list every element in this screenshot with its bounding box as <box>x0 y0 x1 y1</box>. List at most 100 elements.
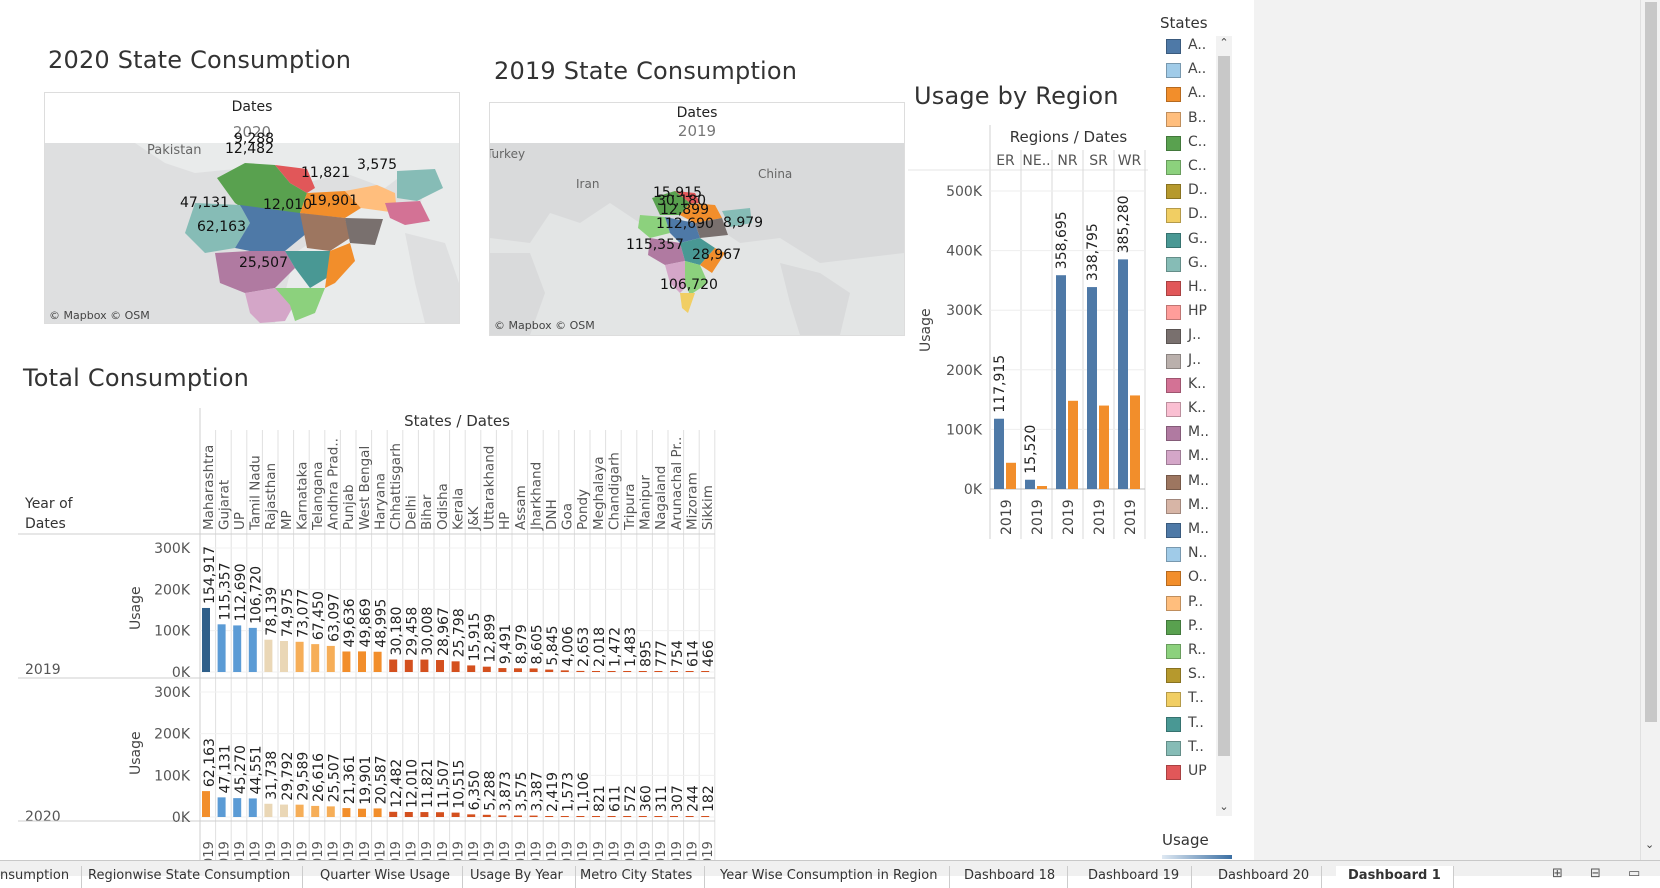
sheet-tab[interactable]: Dashboard 19 <box>1076 866 1193 888</box>
sheet-tab[interactable]: Regionwise State Consumption <box>76 866 304 888</box>
total-bar[interactable] <box>326 806 335 817</box>
total-bar[interactable] <box>623 816 632 817</box>
legend-item[interactable]: G.. <box>1166 230 1226 250</box>
legend-item[interactable]: J.. <box>1166 326 1226 346</box>
new-dashboard-icon[interactable]: ⊟ <box>1590 866 1601 881</box>
total-bar[interactable] <box>280 641 288 672</box>
region-bar[interactable] <box>994 418 1004 489</box>
total-bar[interactable] <box>404 659 413 672</box>
sheet-tab[interactable]: Dashboard 1 <box>1336 866 1454 888</box>
total-bar[interactable] <box>217 624 226 672</box>
total-bar[interactable] <box>467 665 476 672</box>
sheet-tab[interactable]: Usage By Year <box>458 866 576 888</box>
legend-item[interactable]: M.. <box>1166 447 1226 467</box>
sheet-tab[interactable]: Dashboard 20 <box>1206 866 1323 888</box>
legend-item[interactable]: C.. <box>1166 157 1226 177</box>
total-bar[interactable] <box>576 816 585 817</box>
total-bar[interactable] <box>202 791 210 817</box>
region-bar[interactable] <box>1056 275 1066 489</box>
total-bar[interactable] <box>358 651 366 672</box>
total-bar[interactable] <box>467 814 476 817</box>
region-chart[interactable]: ER NE.. NR SR WR 500K 400K 300K 200K 100K 0K 117,91… <box>908 125 1148 545</box>
sheet-tab[interactable]: Metro City States <box>568 866 706 888</box>
total-bar[interactable] <box>342 651 351 672</box>
total-bar[interactable] <box>248 627 257 672</box>
total-bar[interactable] <box>529 668 538 672</box>
legend-item[interactable]: O.. <box>1166 568 1226 588</box>
scroll-down-icon[interactable]: ⌄ <box>1219 800 1229 813</box>
total-bar[interactable] <box>202 607 210 672</box>
legend-item[interactable]: G.. <box>1166 254 1226 274</box>
legend-item[interactable]: UP <box>1166 762 1226 782</box>
legend-item[interactable]: H.. <box>1166 278 1226 298</box>
legend-item[interactable]: M.. <box>1166 520 1226 540</box>
total-bar[interactable] <box>529 815 538 817</box>
sheet-tab[interactable]: Quarter Wise Usage <box>308 866 463 888</box>
region-bar[interactable] <box>1037 486 1047 489</box>
total-bar[interactable] <box>280 804 288 817</box>
total-bar[interactable] <box>592 816 600 817</box>
legend-scrollbar[interactable]: ⌃ ⌄ <box>1216 36 1232 816</box>
total-bar[interactable] <box>358 808 366 817</box>
total-bar[interactable] <box>482 666 491 672</box>
total-bar[interactable] <box>436 660 444 672</box>
legend-item[interactable]: P.. <box>1166 593 1226 613</box>
new-sheet-icon[interactable]: ⊞ <box>1552 866 1563 881</box>
total-bar[interactable] <box>607 671 616 672</box>
total-bar[interactable] <box>514 668 522 672</box>
total-bar[interactable] <box>217 797 226 817</box>
india-states-2019[interactable] <box>638 191 752 313</box>
total-bar[interactable] <box>326 645 335 672</box>
total-bar[interactable] <box>654 671 663 672</box>
sheet-tab[interactable]: Dashboard 18 <box>952 866 1069 888</box>
scroll-up-icon[interactable]: ⌃ <box>1219 36 1229 49</box>
total-bar[interactable] <box>623 671 632 672</box>
total-bar[interactable] <box>311 805 320 817</box>
total-bar[interactable] <box>389 659 398 672</box>
sheet-tab[interactable]: Year Wise Consumption in Region <box>708 866 951 888</box>
total-bar[interactable] <box>295 804 304 817</box>
legend-item[interactable]: D.. <box>1166 181 1226 201</box>
total-bar[interactable] <box>654 816 663 817</box>
legend-item[interactable]: C.. <box>1166 133 1226 153</box>
map-2020-frame[interactable]: Dates 2020 P <box>44 92 460 324</box>
legend-item[interactable]: M.. <box>1166 496 1226 516</box>
total-bar[interactable] <box>373 808 382 817</box>
total-bar[interactable] <box>264 639 273 672</box>
legend-item[interactable]: K.. <box>1166 375 1226 395</box>
total-bar[interactable] <box>701 671 710 672</box>
region-bar[interactable] <box>1087 287 1097 489</box>
window-scrollbar[interactable]: ⌄ <box>1640 0 1660 860</box>
total-bar[interactable] <box>436 812 444 817</box>
legend-item[interactable]: T.. <box>1166 689 1226 709</box>
region-bar[interactable] <box>1006 462 1016 489</box>
total-bar[interactable] <box>576 670 585 672</box>
new-story-icon[interactable]: ▭ <box>1628 866 1641 881</box>
total-bar[interactable] <box>498 668 507 672</box>
total-bar[interactable] <box>560 816 569 817</box>
region-bar[interactable] <box>1130 395 1140 489</box>
india-states-2020[interactable] <box>185 163 443 323</box>
total-bar[interactable] <box>685 816 694 817</box>
legend-item[interactable]: R.. <box>1166 641 1226 661</box>
legend-item[interactable]: HP <box>1166 302 1226 322</box>
legend-item[interactable]: J.. <box>1166 351 1226 371</box>
legend-item[interactable]: T.. <box>1166 714 1226 734</box>
total-chart[interactable]: Maharashtra Gujarat UP Tamil Nadu Rajasthan M… <box>0 408 720 866</box>
legend-item[interactable]: D.. <box>1166 205 1226 225</box>
total-bar[interactable] <box>560 670 569 672</box>
legend-item[interactable]: K.. <box>1166 399 1226 419</box>
legend-item[interactable]: P.. <box>1166 617 1226 637</box>
total-bar[interactable] <box>420 812 429 817</box>
map-2019-canvas[interactable] <box>490 143 904 335</box>
legend-item[interactable]: B.. <box>1166 109 1226 129</box>
total-bar[interactable] <box>420 659 429 672</box>
region-bar[interactable] <box>1025 479 1035 489</box>
region-bar[interactable] <box>1068 400 1078 489</box>
total-bar[interactable] <box>233 798 242 817</box>
window-scroll-thumb[interactable] <box>1645 2 1657 722</box>
total-bar[interactable] <box>451 812 460 817</box>
total-bar[interactable] <box>451 661 460 672</box>
scroll-down-icon[interactable]: ⌄ <box>1645 838 1655 851</box>
total-bar[interactable] <box>311 644 320 672</box>
